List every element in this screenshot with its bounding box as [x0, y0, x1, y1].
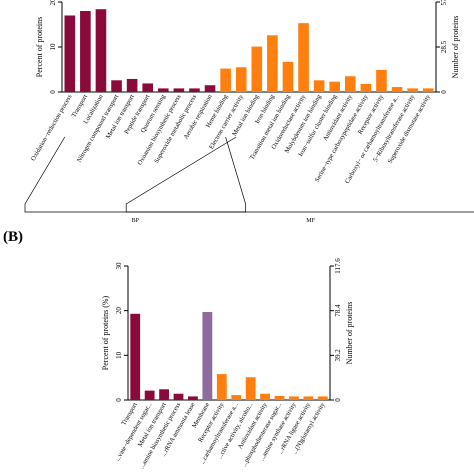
bar — [298, 23, 309, 92]
bar — [220, 68, 231, 92]
bar — [282, 61, 294, 92]
bar — [289, 396, 299, 400]
y-tick-label-right: 78.4 — [334, 304, 342, 317]
bar — [188, 396, 198, 400]
bar — [216, 374, 227, 400]
x-tick-label: Oxidation−reduction process — [30, 93, 74, 162]
group-label: BP — [132, 218, 140, 224]
bar — [111, 80, 122, 92]
y-tick-label-right: 117.6 — [334, 258, 342, 274]
y-tick-label-left: 20 — [49, 0, 57, 6]
group-bracket — [125, 136, 474, 213]
bar — [251, 46, 263, 92]
y-tick-label-left: 10 — [49, 43, 57, 51]
y-tick-label-right: 0 — [440, 90, 448, 94]
y-axis-label-right: Number of proteins — [345, 302, 354, 365]
bar — [422, 88, 434, 92]
bar — [159, 389, 169, 400]
bar — [130, 313, 141, 400]
panel-b-chart: 0 10 20 30 Percent of proteins (%) 0 39.2 78.4 1… — [101, 258, 354, 470]
y-tick-label-right: 57 — [440, 0, 448, 6]
y-axis-label-left: Percent of proteins (%) — [101, 295, 110, 370]
bar — [157, 88, 169, 92]
y-tick-label-left: 20 — [115, 307, 123, 315]
y-tick-label-left: 10 — [115, 351, 123, 359]
bar — [126, 78, 138, 92]
bar — [95, 9, 107, 93]
y-tick-label-left: 30 — [115, 262, 123, 270]
bar — [260, 393, 270, 400]
panel-a-chart: 0 10 20 Percent of proteins 0 28.5 57 Number of… — [24, 0, 474, 224]
bar — [360, 83, 372, 92]
bar — [202, 312, 213, 400]
y-tick-label-left: 0 — [115, 398, 123, 402]
panel-b-label: (B) — [3, 229, 23, 245]
bar — [245, 377, 256, 400]
bar — [80, 11, 91, 92]
bar — [313, 80, 325, 92]
bar — [391, 87, 403, 92]
bar — [204, 85, 216, 92]
y-tick-label-right: 39.2 — [334, 349, 342, 362]
y-tick-label-right: 0 — [334, 398, 342, 402]
group-label: MF — [306, 218, 315, 224]
bar — [231, 395, 242, 400]
y-axis-label-right: Number of proteins — [451, 16, 460, 79]
bar — [173, 88, 185, 92]
bar — [64, 15, 76, 92]
bar — [189, 88, 200, 92]
bar — [274, 395, 285, 400]
bar — [317, 396, 328, 400]
bar — [344, 76, 356, 92]
bar — [376, 69, 387, 92]
bar — [235, 67, 247, 92]
y-tick-label-left: 0 — [49, 90, 57, 94]
bar — [407, 88, 418, 92]
y-tick-label-right: 28.5 — [440, 40, 448, 53]
y-axis-label-left: Percent of proteins — [35, 17, 44, 77]
bar — [142, 83, 154, 92]
bar — [329, 81, 341, 92]
bar — [267, 35, 278, 92]
bar — [303, 396, 314, 400]
bar — [173, 393, 184, 400]
bar — [144, 390, 155, 400]
